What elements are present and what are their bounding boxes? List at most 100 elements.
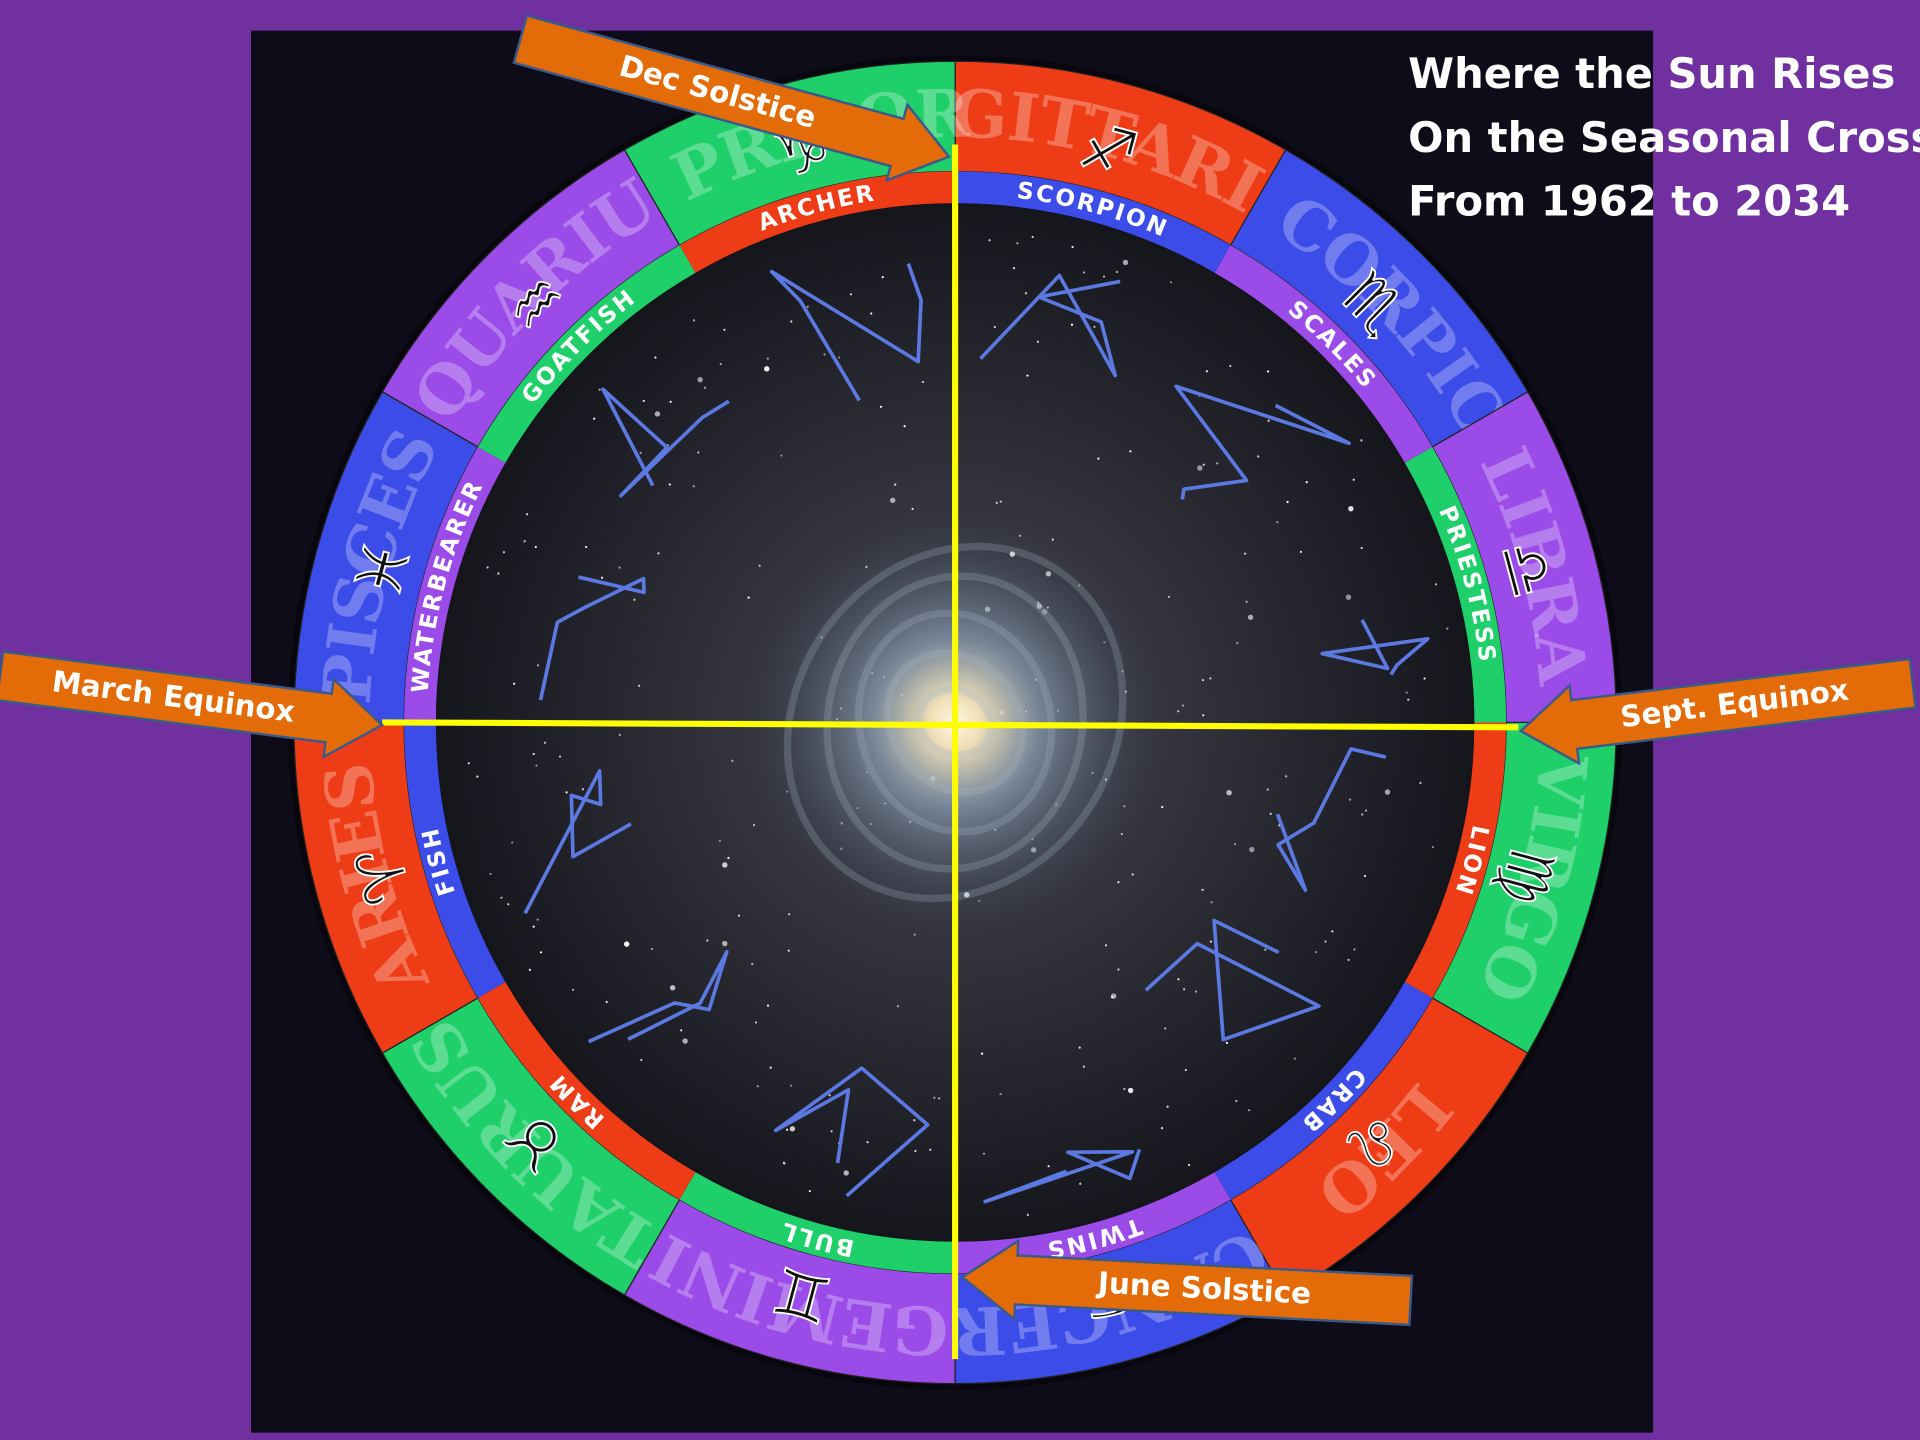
- star: [731, 759, 734, 762]
- star: [1285, 775, 1288, 778]
- constellation-lines: [1320, 618, 1430, 676]
- star: [1236, 641, 1239, 645]
- constellation-lines: [1174, 384, 1351, 500]
- galaxy-arm: [823, 572, 1087, 873]
- star: [1127, 1087, 1134, 1094]
- constellation-segment: [955, 1172, 1231, 1274]
- star: [722, 862, 728, 868]
- constellation-segment: [679, 1172, 956, 1274]
- star: [486, 566, 489, 569]
- star: [1267, 370, 1270, 373]
- star: [1164, 1027, 1167, 1030]
- star: [1160, 1127, 1164, 1130]
- star: [500, 896, 503, 899]
- seasonal-cross: [382, 144, 1519, 1360]
- star: [1016, 242, 1019, 245]
- star: [618, 566, 621, 569]
- star: [1012, 266, 1016, 270]
- star: [1384, 789, 1391, 795]
- constellation-lines: [601, 387, 730, 498]
- star: [1360, 546, 1363, 550]
- star: [1071, 245, 1074, 249]
- star: [1205, 370, 1208, 373]
- star: [1331, 930, 1334, 933]
- constellation-segment: [404, 446, 506, 723]
- star: [1177, 710, 1180, 713]
- constellation-segment: [1404, 722, 1507, 998]
- star: [1235, 1099, 1238, 1103]
- season-arrow: [512, 14, 951, 183]
- star: [532, 752, 535, 756]
- star: [1266, 788, 1269, 791]
- star: [1166, 1105, 1169, 1108]
- star: [532, 925, 535, 928]
- star: [752, 823, 756, 827]
- star: [605, 1000, 608, 1004]
- star: [1036, 340, 1040, 343]
- galaxy-arm: [783, 542, 1127, 903]
- star: [929, 1148, 932, 1151]
- star: [911, 507, 914, 510]
- star: [1249, 846, 1255, 853]
- star: [1079, 1182, 1082, 1185]
- star: [758, 564, 761, 567]
- star: [638, 684, 641, 687]
- star: [866, 1141, 869, 1144]
- star: [982, 1152, 986, 1155]
- star: [914, 1149, 917, 1153]
- star: [523, 540, 526, 543]
- star: [1167, 595, 1171, 598]
- star: [787, 949, 790, 952]
- constellation-lines: [587, 950, 729, 1044]
- star: [1243, 552, 1247, 555]
- star: [697, 377, 703, 383]
- star: [1181, 704, 1185, 707]
- star: [651, 947, 654, 951]
- star: [581, 788, 584, 791]
- star: [502, 551, 506, 554]
- star: [1364, 809, 1368, 812]
- star: [1209, 940, 1213, 943]
- star: [723, 328, 726, 331]
- arrow-shape: [0, 650, 385, 760]
- star: [697, 451, 700, 454]
- star: [896, 1005, 899, 1008]
- star: [639, 451, 642, 454]
- star: [669, 400, 672, 403]
- star: [1209, 677, 1212, 680]
- star: [1123, 1087, 1126, 1091]
- star: [1202, 463, 1205, 466]
- star: [668, 483, 671, 486]
- star: [1257, 455, 1260, 458]
- star: [640, 1058, 643, 1062]
- star: [513, 682, 516, 685]
- star: [879, 405, 883, 408]
- star: [528, 968, 532, 971]
- star: [669, 985, 676, 991]
- star: [1324, 940, 1327, 943]
- star: [780, 454, 783, 457]
- star: [1347, 958, 1350, 961]
- star: [1299, 550, 1303, 553]
- season-arrow: [960, 1238, 1414, 1327]
- star: [751, 962, 754, 966]
- star: [727, 856, 730, 860]
- constellation-segment: [1214, 245, 1433, 463]
- star: [766, 357, 769, 360]
- star: [1286, 500, 1289, 504]
- star: [756, 1085, 759, 1088]
- star: [870, 312, 873, 315]
- star: [933, 1096, 936, 1099]
- star: [1419, 781, 1422, 785]
- arrow-shape: [960, 1238, 1414, 1327]
- star: [788, 913, 791, 916]
- star: [489, 872, 492, 876]
- star: [1225, 1041, 1229, 1044]
- title-line: Where the Sun Rises: [1408, 49, 1895, 98]
- star: [536, 918, 539, 921]
- star: [894, 483, 897, 486]
- constellation-lines: [1275, 747, 1387, 892]
- star: [507, 903, 510, 906]
- star: [838, 356, 841, 359]
- constellation-lines: [983, 1148, 1142, 1204]
